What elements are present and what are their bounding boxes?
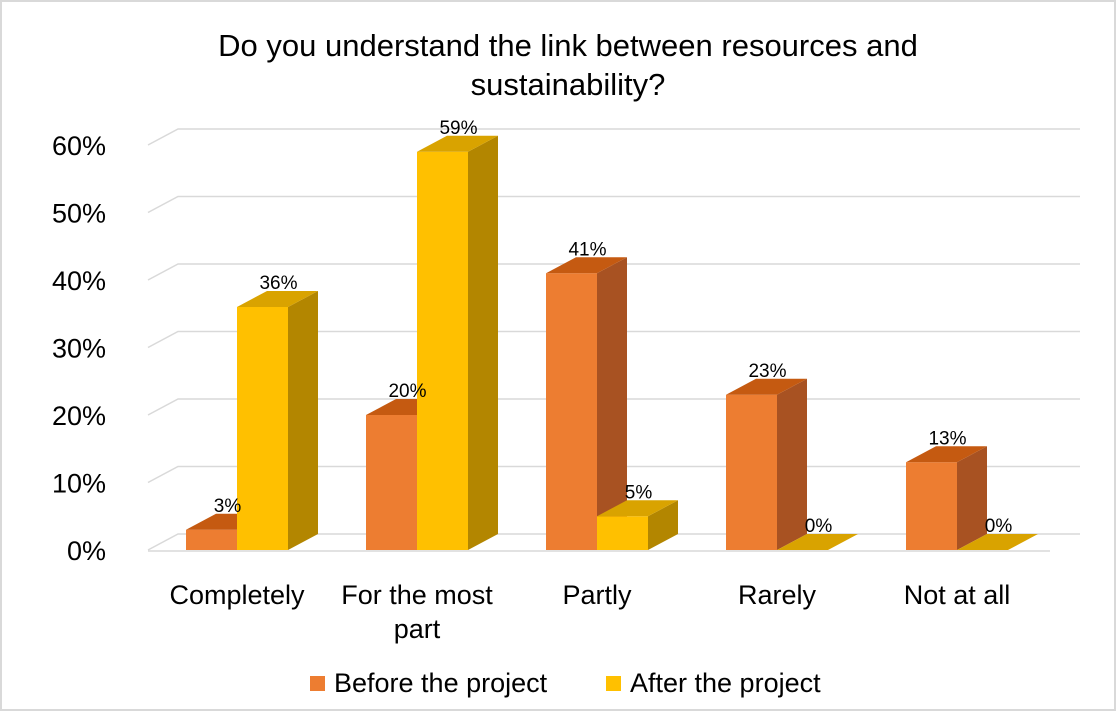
bar-front <box>597 516 648 550</box>
legend: Before the project After the project <box>310 668 821 698</box>
data-label-before-the-project-partly: 41% <box>568 239 606 260</box>
legend-label: Before the project <box>334 668 548 698</box>
bar-before-the-project-rarely <box>726 378 807 550</box>
bar-after-the-project-partly <box>597 500 678 550</box>
bar-front <box>237 307 288 550</box>
bar-after-the-project-not-at-all <box>957 534 1038 550</box>
y-tick-label: 60% <box>52 131 106 161</box>
bar-side <box>597 257 627 550</box>
bar-top <box>546 257 627 274</box>
gridline <box>147 263 1080 281</box>
gridlines <box>147 128 1080 552</box>
bar-side <box>288 291 318 550</box>
data-label-after-the-project-completely: 36% <box>259 273 297 294</box>
bar-before-the-project-not-at-all <box>906 446 987 550</box>
bar-top <box>417 135 498 152</box>
legend-item-after-the-project: After the project <box>606 668 821 698</box>
x-axis-category-labels: Completely For the most part Partly Rarely No… <box>169 580 1010 644</box>
bar-after-the-project-completely <box>237 291 318 550</box>
gridline <box>147 330 1080 349</box>
bar-after-the-project-for-the-most-part <box>417 135 498 550</box>
chart-title: Do you understand the link between resou… <box>218 28 918 102</box>
bar-top <box>726 378 807 395</box>
data-label-after-the-project-for-the-most-part: 59% <box>439 118 477 139</box>
bar-front <box>366 415 417 550</box>
legend-item-before-the-project: Before the project <box>310 668 548 698</box>
category-label: Partly <box>562 580 632 610</box>
bar-front <box>186 529 237 550</box>
bar-before-the-project-partly <box>546 257 627 550</box>
bar-top <box>237 291 318 307</box>
gridline <box>147 128 1080 146</box>
y-tick-label: 10% <box>52 469 106 499</box>
bar-top <box>777 534 858 550</box>
legend-swatch <box>606 676 621 691</box>
bar-front <box>546 273 597 550</box>
data-label-before-the-project-rarely: 23% <box>748 361 786 382</box>
data-label-before-the-project-not-at-all: 13% <box>928 428 966 449</box>
bar-top <box>906 446 987 463</box>
y-axis-tick-labels: 0% 10% 20% 30% 40% 50% 60% <box>52 131 106 566</box>
bars <box>186 135 1038 550</box>
data-labels: 3% 36% 20% 59% 41% 5% 23% 0% 13% 0% <box>214 118 1013 537</box>
y-tick-label: 40% <box>52 266 106 296</box>
chart-title-line-1: Do you understand the link between resou… <box>218 28 918 63</box>
y-tick-label: 0% <box>67 536 106 566</box>
bar-front <box>726 394 777 550</box>
y-tick-label: 30% <box>52 334 106 364</box>
bar-front <box>417 151 468 550</box>
bar-side <box>648 500 678 550</box>
bar-side <box>777 378 807 550</box>
data-label-after-the-project-rarely: 0% <box>805 516 833 537</box>
category-label: For the most <box>341 580 493 610</box>
bar-after-the-project-rarely <box>777 534 858 550</box>
category-label: Completely <box>169 580 305 610</box>
category-label: Rarely <box>738 580 817 610</box>
bar-side <box>468 135 498 550</box>
bar-top <box>597 500 678 517</box>
data-label-after-the-project-not-at-all: 0% <box>985 516 1013 537</box>
chart-title-line-2: sustainability? <box>471 67 666 102</box>
y-tick-label: 20% <box>52 401 106 431</box>
bar-front <box>906 462 957 550</box>
category-label: Not at all <box>904 580 1011 610</box>
bar-top <box>957 534 1038 550</box>
data-label-before-the-project-completely: 3% <box>214 496 242 517</box>
bar-side <box>957 446 987 550</box>
category-label: part <box>394 614 441 644</box>
legend-label: After the project <box>630 668 821 698</box>
gridline <box>147 195 1080 214</box>
y-tick-label: 50% <box>52 199 106 229</box>
data-label-after-the-project-partly: 5% <box>625 482 653 503</box>
legend-swatch <box>310 676 325 691</box>
data-label-before-the-project-for-the-most-part: 20% <box>388 381 426 402</box>
